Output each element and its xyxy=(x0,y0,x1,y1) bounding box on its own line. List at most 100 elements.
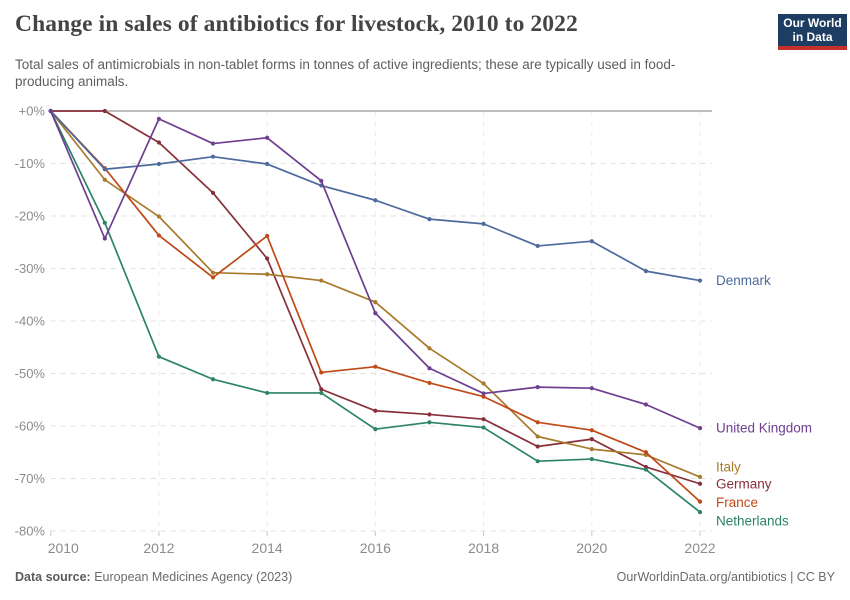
data-point[interactable] xyxy=(156,116,162,121)
data-point[interactable] xyxy=(156,214,162,219)
data-point[interactable] xyxy=(265,161,270,167)
data-point[interactable] xyxy=(643,402,648,407)
data-point[interactable] xyxy=(265,135,270,140)
series-points-denmark[interactable] xyxy=(48,108,703,283)
data-point[interactable] xyxy=(102,220,107,225)
data-point[interactable] xyxy=(697,499,703,504)
data-point[interactable] xyxy=(535,420,540,425)
data-point[interactable] xyxy=(697,426,703,431)
data-point[interactable] xyxy=(589,456,594,462)
data-point[interactable] xyxy=(589,447,594,452)
data-point[interactable] xyxy=(481,425,486,430)
series-label-denmark[interactable]: Denmark xyxy=(716,273,771,288)
data-point[interactable] xyxy=(589,386,594,391)
series-line-united-kingdom[interactable] xyxy=(49,110,701,429)
x-axis-tick-label: 2014 xyxy=(252,540,283,556)
data-point[interactable] xyxy=(589,428,594,433)
data-point[interactable] xyxy=(210,270,216,275)
chart-subtitle: Total sales of antimicrobials in non-tab… xyxy=(15,57,676,90)
series-label-germany[interactable]: Germany xyxy=(716,476,772,491)
data-source-text: European Medicines Agency (2023) xyxy=(90,570,293,584)
y-axis-tick-label: -80% xyxy=(15,524,46,539)
data-point[interactable] xyxy=(102,177,107,182)
data-point[interactable] xyxy=(373,311,378,316)
data-point[interactable] xyxy=(697,509,703,515)
owid-logo[interactable]: Our World in Data xyxy=(778,14,847,50)
data-point[interactable] xyxy=(265,256,270,261)
data-point[interactable] xyxy=(102,236,107,241)
x-axis-tick-label: 2020 xyxy=(576,540,607,556)
data-point[interactable] xyxy=(102,108,107,114)
data-point[interactable] xyxy=(265,233,270,239)
data-point[interactable] xyxy=(156,161,162,167)
data-point[interactable] xyxy=(319,178,324,183)
data-point[interactable] xyxy=(210,377,216,382)
data-point[interactable] xyxy=(643,450,648,455)
data-point[interactable] xyxy=(265,390,270,396)
data-point[interactable] xyxy=(373,427,378,432)
x-axis-tick-label: 2022 xyxy=(684,540,715,556)
data-point[interactable] xyxy=(481,381,486,386)
data-point[interactable] xyxy=(535,434,540,439)
y-axis-tick-label: -10% xyxy=(15,156,46,171)
data-point[interactable] xyxy=(265,272,270,277)
data-point[interactable] xyxy=(427,217,432,222)
series-label-united-kingdom[interactable]: United Kingdom xyxy=(716,421,812,436)
data-point[interactable] xyxy=(427,366,432,371)
data-point[interactable] xyxy=(427,412,432,417)
data-point[interactable] xyxy=(589,239,594,244)
data-point[interactable] xyxy=(102,167,107,172)
series-points-united-kingdom[interactable] xyxy=(48,108,703,431)
data-point[interactable] xyxy=(535,444,540,449)
data-point[interactable] xyxy=(210,141,216,146)
x-axis-tick-label: 2016 xyxy=(360,540,391,556)
credit-link[interactable]: OurWorldinData.org/antibiotics | CC BY xyxy=(616,570,835,584)
data-point[interactable] xyxy=(481,394,486,399)
owid-logo-line2: in Data xyxy=(792,30,833,44)
series-label-netherlands[interactable]: Netherlands xyxy=(716,514,789,529)
chart-title: Change in sales of antibiotics for lives… xyxy=(15,11,578,37)
y-axis-tick-label: -20% xyxy=(15,209,46,224)
data-point[interactable] xyxy=(697,474,703,480)
data-point[interactable] xyxy=(319,390,324,396)
data-point[interactable] xyxy=(373,364,378,369)
data-point[interactable] xyxy=(697,481,703,486)
y-axis-tick-label: +0% xyxy=(19,104,46,119)
series-points-germany[interactable] xyxy=(48,108,703,486)
data-point[interactable] xyxy=(589,437,594,442)
data-point[interactable] xyxy=(427,380,432,386)
data-point[interactable] xyxy=(481,391,486,396)
data-point[interactable] xyxy=(210,275,216,280)
y-axis-tick-label: -30% xyxy=(15,261,46,276)
data-point[interactable] xyxy=(481,417,486,422)
data-point[interactable] xyxy=(210,154,216,159)
data-point[interactable] xyxy=(373,198,378,203)
data-point[interactable] xyxy=(319,278,324,283)
data-point[interactable] xyxy=(156,354,162,359)
data-point[interactable] xyxy=(481,221,486,226)
data-point[interactable] xyxy=(48,108,53,114)
y-axis-tick-label: -70% xyxy=(15,471,46,486)
data-point[interactable] xyxy=(643,467,648,472)
data-point[interactable] xyxy=(319,370,324,375)
data-point[interactable] xyxy=(535,459,540,464)
data-point[interactable] xyxy=(535,385,540,390)
data-point[interactable] xyxy=(697,278,703,283)
data-point[interactable] xyxy=(373,300,378,305)
data-source-label: Data source: xyxy=(15,570,91,584)
y-axis-tick-label: -50% xyxy=(15,366,46,381)
data-point[interactable] xyxy=(210,190,216,195)
data-point[interactable] xyxy=(156,140,162,145)
data-point[interactable] xyxy=(643,269,648,274)
data-point[interactable] xyxy=(427,346,432,351)
data-point[interactable] xyxy=(156,233,162,238)
series-label-france[interactable]: France xyxy=(716,495,758,510)
data-point[interactable] xyxy=(535,243,540,249)
data-point[interactable] xyxy=(373,408,378,413)
x-axis-tick-label: 2012 xyxy=(143,540,174,556)
data-point[interactable] xyxy=(319,387,324,392)
data-point[interactable] xyxy=(427,420,432,425)
data-source-note: Data source: European Medicines Agency (… xyxy=(15,570,292,584)
line-chart[interactable]: +0% -10% -20% -30% -40% -50% -60% -70% -80%2010 2… xyxy=(0,0,850,565)
series-label-italy[interactable]: Italy xyxy=(716,459,741,474)
